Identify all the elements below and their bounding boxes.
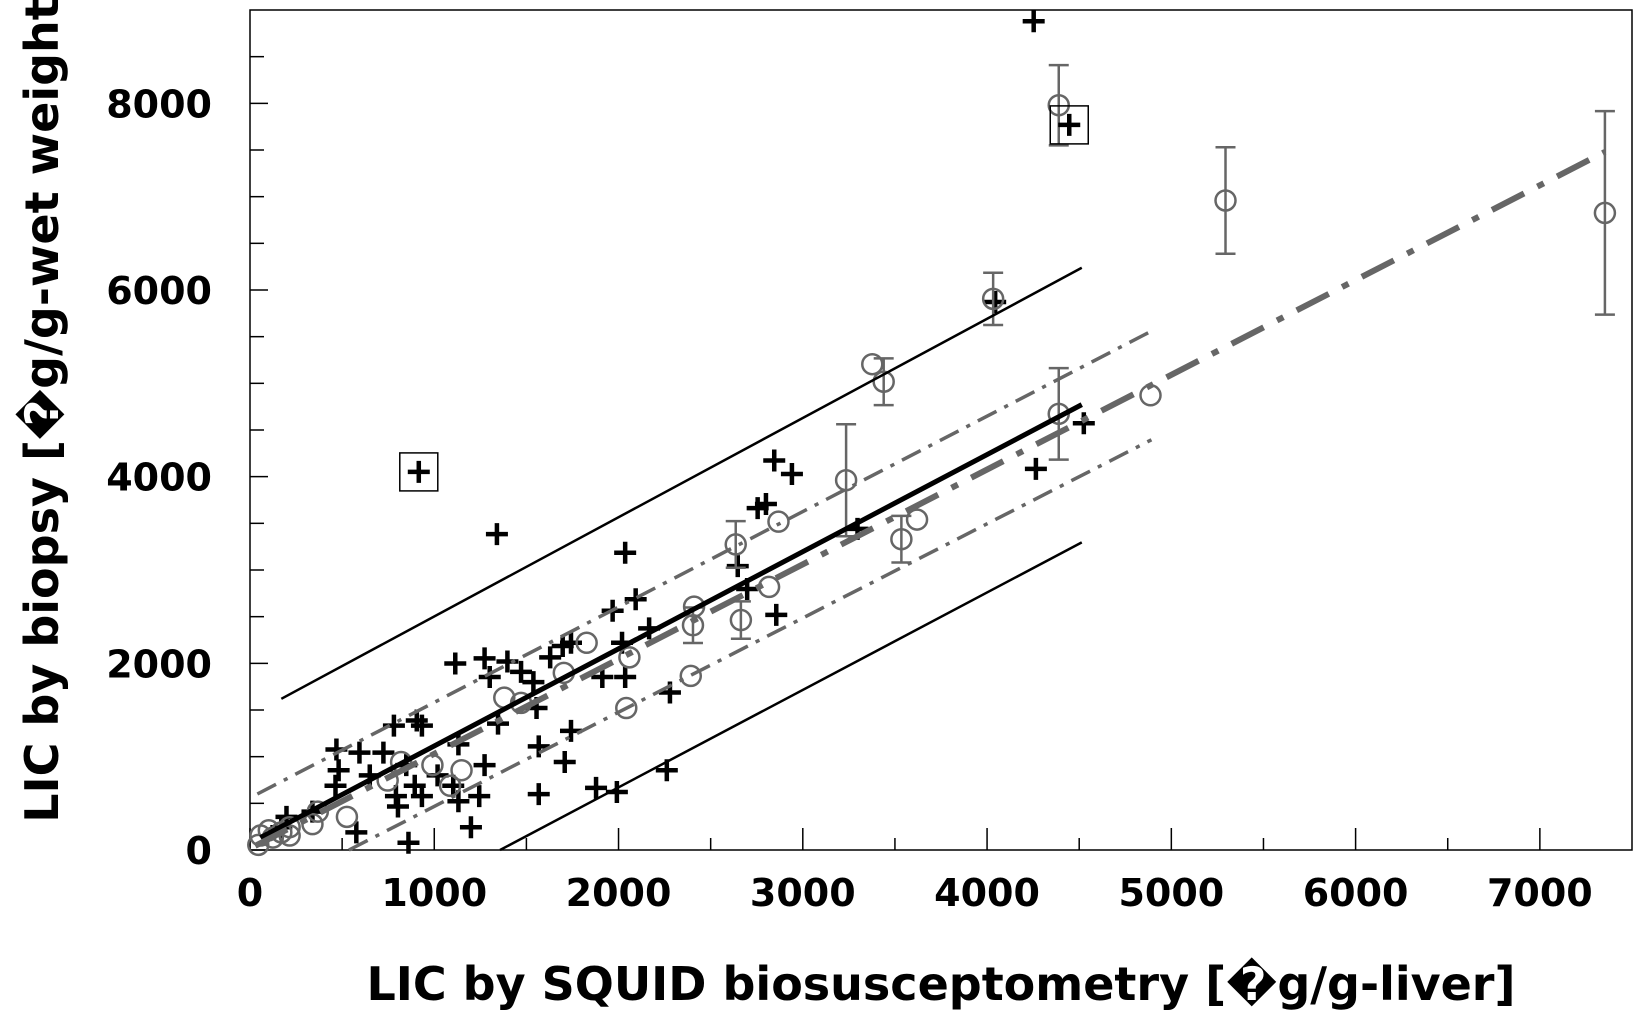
cross-point	[410, 714, 433, 737]
box-highlight	[1049, 105, 1089, 145]
error-bar	[1048, 366, 1069, 461]
cross-point	[485, 523, 508, 546]
cross-point	[459, 816, 482, 839]
cross-point	[468, 785, 491, 808]
circle-point	[905, 508, 929, 531]
cross-point	[397, 831, 420, 854]
error-bar	[836, 422, 857, 538]
circle-point	[767, 510, 790, 533]
fit-line	[256, 329, 1153, 796]
error-bar	[1594, 109, 1615, 316]
cross-point	[473, 754, 496, 777]
circle-point	[981, 287, 1005, 311]
x-tick-label: 7000	[1487, 871, 1593, 915]
cross-point	[478, 666, 501, 689]
x-tick-label: 4000	[934, 871, 1040, 915]
x-tick-label: 6000	[1303, 871, 1409, 915]
cross-point	[1072, 412, 1095, 435]
cross-point	[348, 741, 371, 764]
circle-point	[724, 533, 747, 556]
circle-point	[575, 631, 598, 655]
cross-point	[614, 666, 637, 689]
cross-point	[763, 449, 786, 472]
cross-point	[1022, 10, 1045, 33]
cross-point	[754, 493, 777, 516]
circle-point	[615, 696, 638, 720]
cross-point	[585, 776, 608, 799]
fit-line	[253, 149, 1607, 849]
cross-point	[765, 603, 788, 626]
cross-point	[345, 821, 368, 844]
circle-point	[438, 774, 462, 798]
cross-point	[386, 795, 409, 818]
cross-point	[410, 785, 433, 808]
error-bar	[725, 519, 746, 570]
cross-point	[614, 541, 637, 564]
y-tick-label: 4000	[106, 456, 212, 500]
cross-point	[559, 631, 582, 654]
circle-point	[1214, 189, 1237, 212]
cross-point	[324, 774, 347, 797]
y-tick-label: 6000	[106, 269, 212, 313]
plot-frame	[249, 9, 1633, 851]
cross-point	[522, 671, 545, 694]
boxed-cross-point	[407, 460, 430, 483]
cross-point	[444, 652, 467, 675]
error-bar	[983, 271, 1004, 327]
circle-point	[872, 370, 895, 393]
x-tick-label: 2000	[566, 871, 672, 915]
circle-point	[450, 758, 473, 782]
y-tick-label: 2000	[106, 642, 212, 686]
x-tick-label: 0	[237, 871, 263, 915]
circle-point	[861, 352, 884, 376]
y-axis-label: LIC by biopsy [�g/g-wet weight]	[15, 0, 69, 823]
circle-point	[890, 527, 913, 551]
cross-point	[1024, 457, 1047, 480]
error-bar	[873, 357, 894, 407]
cross-point	[624, 588, 647, 611]
x-tick-label: 1000	[381, 871, 487, 915]
circle-point	[618, 646, 641, 669]
cross-point	[327, 759, 350, 782]
circle-point	[335, 805, 359, 829]
cross-point	[527, 735, 550, 758]
circle-point	[1593, 201, 1617, 225]
circle-point	[729, 608, 753, 632]
circle-point	[679, 664, 703, 688]
cross-point	[553, 750, 576, 773]
fit-line	[280, 266, 1083, 700]
cross-point	[780, 462, 803, 485]
y-tick-label: 0	[186, 829, 212, 873]
x-axis-label: LIC by SQUID biosusceptometry [�g/g-live…	[366, 957, 1515, 1011]
fit-line	[499, 541, 1083, 852]
x-tick-label: 3000	[750, 871, 856, 915]
fit-line	[348, 438, 1153, 852]
error-bar	[730, 600, 751, 640]
cross-point	[447, 790, 470, 813]
error-bar	[1215, 146, 1236, 255]
circle-point	[834, 468, 858, 492]
x-tick-label: 5000	[1118, 871, 1224, 915]
cross-point	[510, 660, 533, 683]
y-tick-label: 8000	[106, 82, 212, 126]
cross-point	[372, 741, 395, 764]
cross-point	[527, 783, 550, 806]
boxed-cross-point	[1058, 113, 1081, 136]
box-highlight	[399, 452, 439, 492]
fit-line	[259, 402, 1083, 840]
circle-point	[681, 614, 705, 637]
circle-point	[247, 833, 270, 857]
cross-point	[726, 555, 749, 578]
cross-point	[473, 647, 496, 670]
cross-point	[539, 646, 562, 669]
